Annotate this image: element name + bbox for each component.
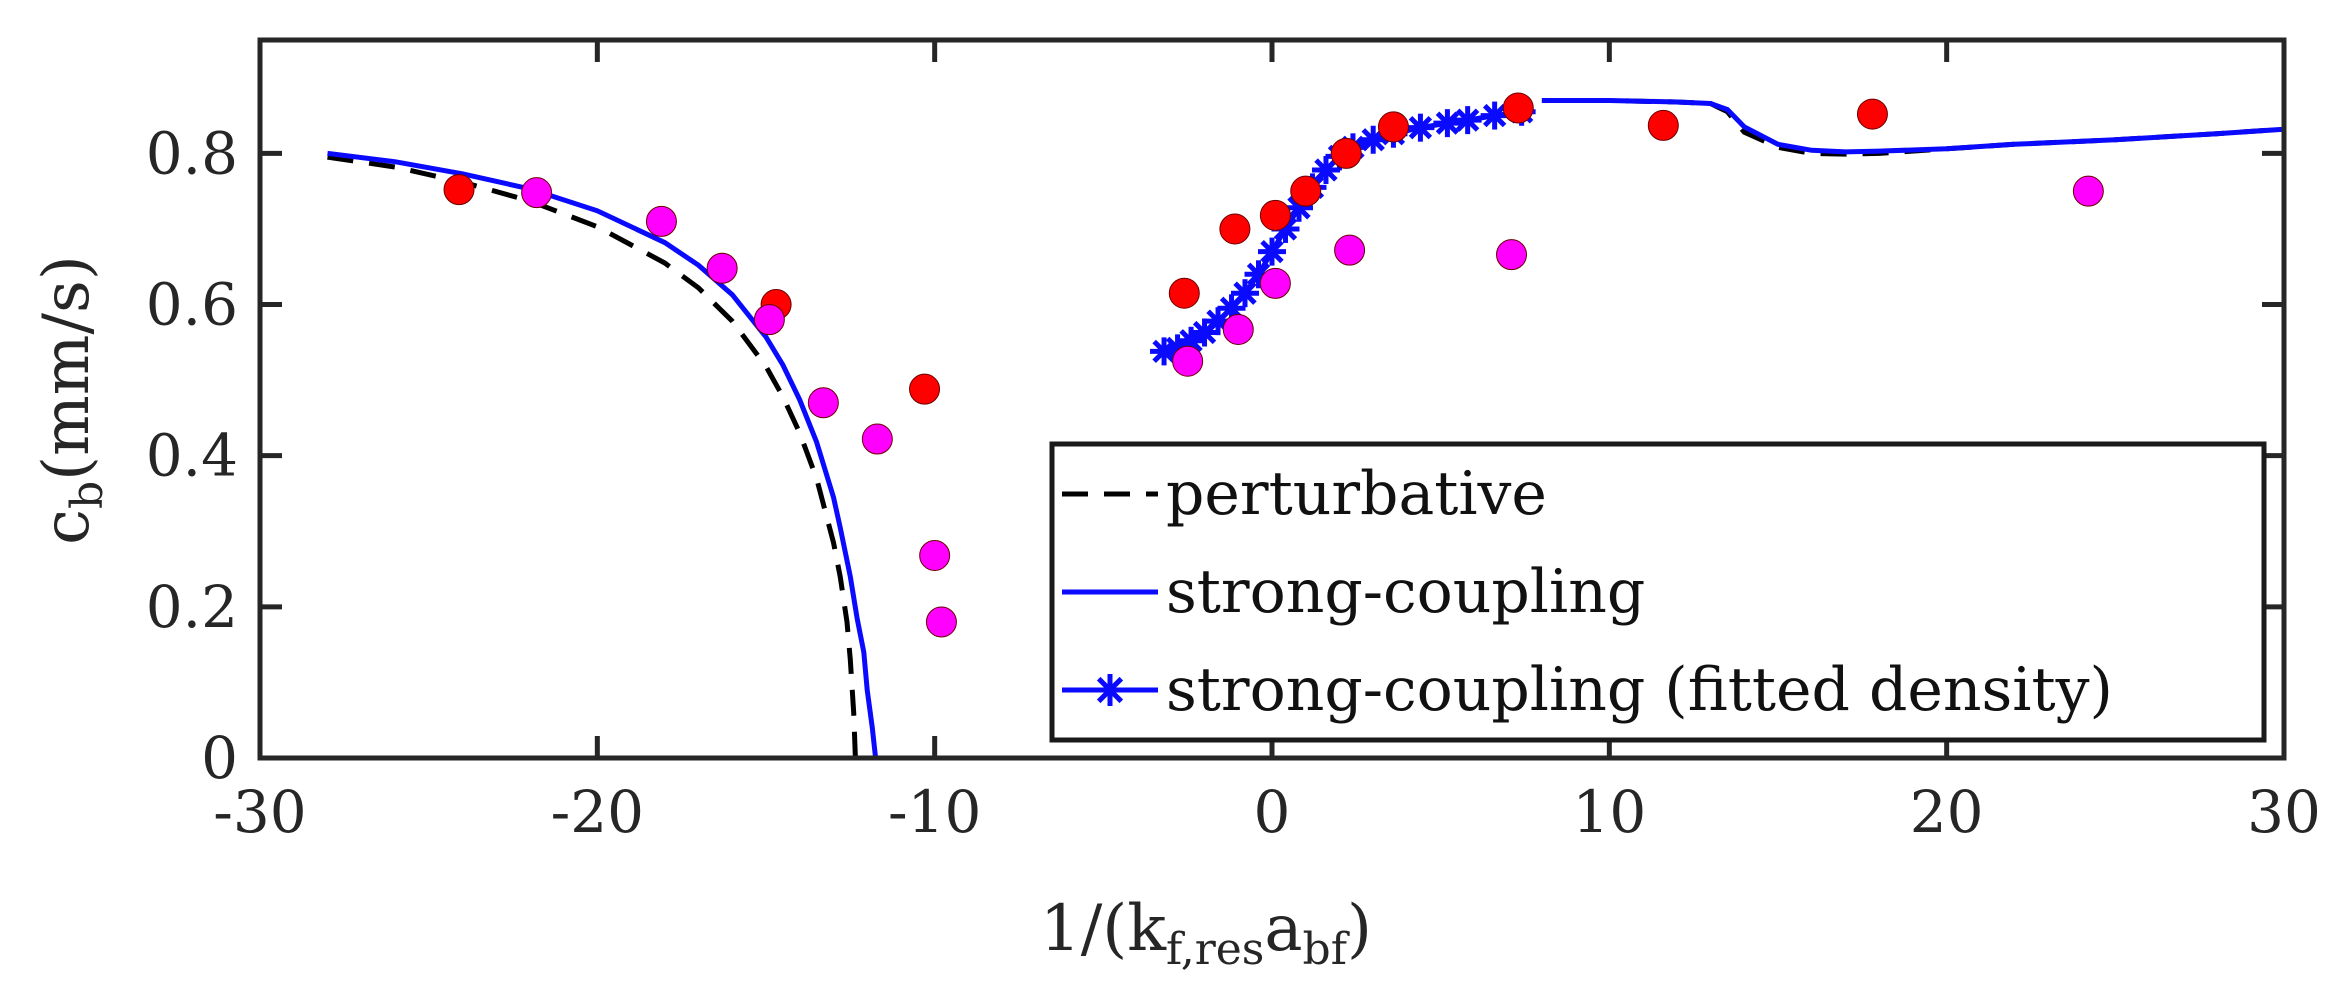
data-point-magenta (521, 177, 553, 209)
legend-box (1049, 441, 2267, 743)
data-point-red (443, 174, 475, 206)
data-point-red (1219, 213, 1251, 245)
data-point-magenta (1222, 313, 1254, 345)
data-point-red (1259, 199, 1291, 231)
y-tick-label: 0.4 (146, 422, 238, 490)
fitted-density-point (1433, 109, 1462, 138)
data-point-magenta (925, 606, 957, 638)
data-point-magenta (807, 387, 839, 419)
series-line-perturbative (327, 154, 858, 758)
legend-label-fitted-density: strong-coupling (fitted density) (1166, 655, 2113, 725)
legend-label-perturbative: perturbative (1166, 459, 1547, 529)
fitted-density-point (1406, 113, 1435, 142)
data-point-red (1502, 92, 1534, 124)
y-tick-label: 0 (201, 724, 238, 792)
data-point-magenta (706, 252, 738, 284)
ticks-layer (257, 40, 2287, 761)
fitted-density-point (1453, 106, 1482, 135)
fitted-density-point (1258, 237, 1286, 266)
data-point-red (1168, 277, 1200, 309)
data-point-red (1647, 109, 1679, 141)
data-point-magenta (919, 539, 951, 571)
data-point-red (1330, 137, 1362, 169)
x-tick-label: 10 (1572, 778, 1646, 846)
data-point-red (1377, 111, 1409, 143)
y-tick-label: 0.6 (146, 271, 238, 339)
data-point-red (1290, 175, 1322, 207)
legend: perturbative strong-coupling strong-coup… (1049, 441, 2267, 743)
fitted-density-point (1231, 279, 1260, 308)
data-point-magenta (645, 205, 677, 237)
y-tick-label: 0.8 (146, 119, 238, 187)
points-layer (443, 92, 2104, 638)
data-point-magenta (753, 304, 785, 336)
x-tick-label: 30 (2247, 778, 2321, 846)
x-tick-label: -20 (551, 778, 644, 846)
legend-star-marker (1094, 674, 1126, 706)
x-tick-label: -30 (213, 778, 306, 846)
legend-star-glyph (1094, 674, 1126, 706)
data-point-magenta (1334, 234, 1366, 266)
fitted-density-point (1480, 101, 1509, 130)
data-point-magenta (861, 423, 893, 455)
y-tick-label: 0.2 (146, 573, 238, 641)
data-point-magenta (1172, 345, 1204, 377)
series-line-strong-coupling (327, 150, 879, 758)
data-point-magenta (1496, 239, 1528, 271)
data-point-red (1856, 98, 1888, 130)
data-point-magenta (2072, 175, 2104, 207)
legend-label-strong-coupling: strong-coupling (1166, 557, 1645, 627)
x-tick-label: 20 (1910, 778, 1984, 846)
fitted-density-point (1359, 125, 1388, 154)
x-tick-label: -10 (888, 778, 981, 846)
plot-area (327, 92, 2284, 758)
x-axis-title: 1/(kf,resabf) (1040, 892, 1372, 975)
data-point-magenta (1259, 267, 1291, 299)
tick-labels-layer: -30 -20 -10 0 10 20 30 0 0.2 0.4 0.6 0.8 (146, 119, 2321, 846)
y-axis-title: cb(mm/s) (30, 255, 113, 545)
data-point-red (909, 373, 941, 405)
series-line-strong-coupling (1541, 98, 2284, 155)
x-tick-label: 0 (1254, 778, 1291, 846)
